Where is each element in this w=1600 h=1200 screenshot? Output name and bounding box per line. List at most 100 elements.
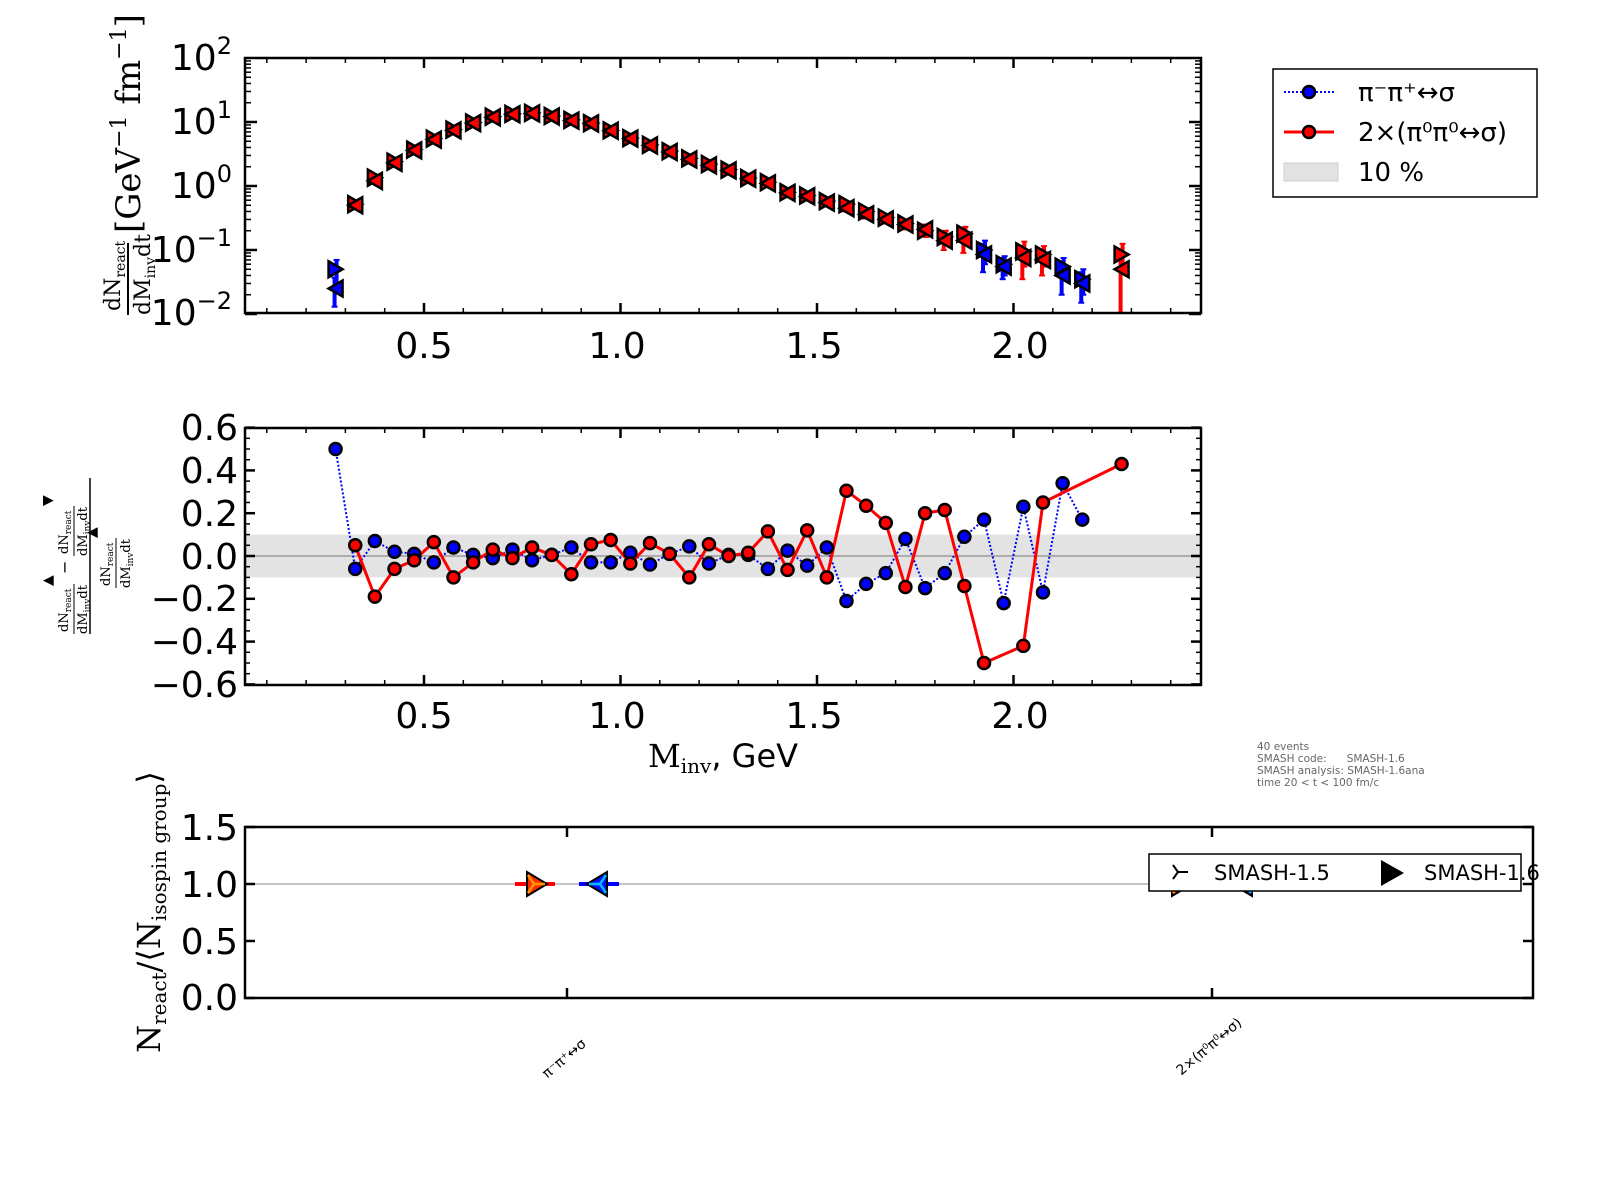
data-point (387, 561, 402, 577)
data-point (799, 558, 815, 573)
data-point (544, 547, 559, 563)
data-point-triangle (463, 112, 482, 134)
annotation-line: time 20 < t < 100 fm/c (1257, 777, 1379, 789)
ytick-label: 10−1 (151, 224, 232, 271)
data-point-triangle (660, 141, 678, 163)
data-point-triangle (404, 140, 423, 161)
isospin-ratio-ticks (245, 825, 1533, 1000)
data-point-triangle (699, 155, 718, 176)
marker-smash-1-5 (526, 883, 536, 894)
data-point (819, 540, 835, 555)
data-point-triangle (876, 209, 895, 230)
up-triangle-icon: ▲ (40, 575, 56, 586)
data-point (937, 502, 952, 518)
data-point (662, 546, 677, 562)
data-point (524, 540, 540, 555)
data-point (858, 498, 874, 513)
data-point (524, 553, 540, 568)
data-point-triangle (345, 195, 364, 216)
data-point (957, 578, 972, 594)
relative-difference-marks (328, 441, 1129, 671)
data-point-triangle (620, 128, 639, 149)
data-point-triangle (640, 135, 659, 156)
legend-label: SMASH-1.6 (1424, 861, 1540, 885)
data-point-triangle (561, 110, 580, 131)
relative-difference-ytick-labels: 0.6 0.4 0.2 0.0 −0.2 −0.4 −0.6 (151, 408, 238, 706)
spectrum-marks (326, 102, 1132, 314)
data-point (583, 555, 599, 570)
data-point (839, 483, 854, 498)
data-point-triangle (679, 149, 698, 170)
data-point (1114, 456, 1129, 472)
data-point-triangle (856, 204, 875, 225)
xtick-label: 0.5 (395, 326, 452, 367)
data-point (367, 589, 383, 604)
legend-label: SMASH-1.5 (1214, 861, 1330, 885)
data-point (917, 505, 933, 521)
data-point (858, 576, 874, 592)
data-point (465, 555, 481, 570)
data-point (1016, 499, 1031, 515)
relative-difference-panel: 0.6 0.4 0.2 0.0 −0.2 −0.4 −0.6 0.5 1.0 1… (40, 408, 1203, 778)
data-point-triangle (797, 186, 816, 207)
data-point (603, 555, 618, 570)
ytick-label: 0.2 (181, 494, 238, 535)
data-point-triangle (542, 106, 560, 127)
ytick-label: −0.4 (151, 622, 238, 663)
spectrum-panel: 102 101 100 10−1 10−2 0.5 1.0 1.5 2.0 dN… (101, 14, 1203, 367)
data-point (760, 524, 776, 539)
data-point (347, 538, 363, 553)
ytick-label: 101 (171, 96, 232, 143)
data-point (898, 531, 913, 547)
isospin-ratio-panel: 1.5 1.0 0.5 0.0 π⁻π⁺↔σ 2×(π⁰π⁰↔σ) Nreact… (130, 771, 1540, 1082)
data-point (426, 555, 442, 570)
ylabel-frac-den: dMinvdt (131, 234, 159, 315)
legend-top: π⁻π⁺↔σ 2×(π⁰π⁰↔σ) 10 % (1272, 68, 1538, 198)
data-point (819, 570, 835, 585)
legend-label: 2×(π⁰π⁰↔σ) (1358, 118, 1507, 148)
data-point (406, 553, 422, 568)
data-point (1055, 475, 1070, 491)
data-point-triangle (1033, 249, 1052, 271)
isospin-ratio-ylabel: Nreact/⟨Nisospin group⟩ (130, 771, 171, 1053)
isospin-ratio-category-labels: π⁻π⁺↔σ 2×(π⁰π⁰↔σ) (539, 1015, 1245, 1082)
ytick-label: −0.6 (151, 665, 238, 706)
marker-smash-1-5 (598, 883, 608, 894)
data-point-triangle (758, 173, 777, 194)
tri-right-icon (1172, 864, 1188, 880)
legend-item-pim-pip: π⁻π⁺↔σ (1284, 78, 1455, 108)
xtick-label: 1.0 (588, 326, 645, 367)
ytick-label: 1.5 (181, 808, 238, 849)
ytick-label: 0.4 (181, 451, 238, 492)
xtick-label: 2.0 (991, 326, 1048, 367)
data-point-triangle (443, 120, 462, 141)
data-point (367, 533, 383, 549)
data-point-triangle (895, 214, 914, 235)
data-point-triangle (817, 192, 836, 213)
data-point-triangle (581, 113, 600, 134)
spectrum-ylabel: dNreact dMinvdt [GeV−1 fm−1] (101, 14, 159, 315)
data-point (740, 545, 756, 561)
data-point-triangle (1112, 259, 1130, 280)
annotation-line: 40 events (1257, 741, 1309, 753)
data-point (780, 543, 795, 558)
legend-marker-red (1301, 124, 1317, 140)
relative-difference-ylabel: dNreact dMinvdt ▲ − dNreact dMinvdt ▼ dN… (40, 478, 136, 634)
ylabel-den: dNreact (99, 542, 116, 586)
annotation-line: SMASH code: SMASH-1.6 (1257, 753, 1405, 765)
data-point (878, 565, 894, 581)
data-point-triangle (483, 107, 502, 128)
data-point-triangle (522, 103, 541, 124)
data-point-triangle (365, 170, 384, 192)
data-point (898, 579, 913, 595)
data-point-triangle (385, 152, 403, 174)
legend-label: π⁻π⁺↔σ (1358, 78, 1455, 108)
legend-label: 10 % (1358, 158, 1424, 188)
data-point-triangle (326, 278, 344, 299)
legend-bottom-frame (1148, 853, 1522, 892)
svg-text:Nreact/⟨Nisospin group⟩: Nreact/⟨Nisospin group⟩ (130, 771, 171, 1053)
triangle-right-icon (1381, 860, 1404, 886)
data-point (642, 557, 658, 572)
marker-smash-1-5 (598, 874, 608, 885)
spectrum-xtick-labels: 0.5 1.0 1.5 2.0 (395, 326, 1048, 367)
